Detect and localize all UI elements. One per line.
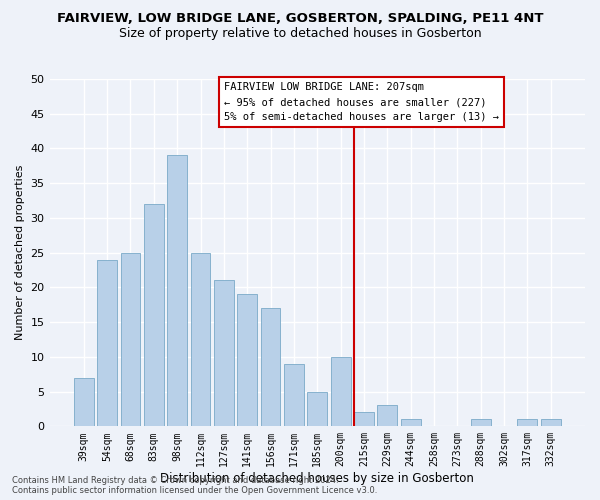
Y-axis label: Number of detached properties: Number of detached properties [15, 165, 25, 340]
Bar [74, 378, 94, 426]
Text: FAIRVIEW, LOW BRIDGE LANE, GOSBERTON, SPALDING, PE11 4NT: FAIRVIEW, LOW BRIDGE LANE, GOSBERTON, SP… [57, 12, 543, 26]
Text: Contains HM Land Registry data © Crown copyright and database right 2024.
Contai: Contains HM Land Registry data © Crown c… [12, 476, 377, 495]
Bar [401, 420, 421, 426]
Bar [214, 280, 234, 426]
Bar [284, 364, 304, 426]
Bar [260, 308, 280, 426]
Bar [167, 156, 187, 426]
Bar [144, 204, 164, 426]
Bar [331, 357, 350, 426]
Bar [541, 420, 560, 426]
X-axis label: Distribution of detached houses by size in Gosberton: Distribution of detached houses by size … [160, 472, 474, 485]
Bar [517, 420, 538, 426]
Bar [97, 260, 117, 426]
Bar [354, 412, 374, 426]
Bar [238, 294, 257, 426]
Bar [377, 406, 397, 426]
Bar [307, 392, 327, 426]
Text: Size of property relative to detached houses in Gosberton: Size of property relative to detached ho… [119, 28, 481, 40]
Bar [121, 252, 140, 426]
Bar [191, 252, 211, 426]
Text: FAIRVIEW LOW BRIDGE LANE: 207sqm
← 95% of detached houses are smaller (227)
5% o: FAIRVIEW LOW BRIDGE LANE: 207sqm ← 95% o… [224, 82, 499, 122]
Bar [471, 420, 491, 426]
